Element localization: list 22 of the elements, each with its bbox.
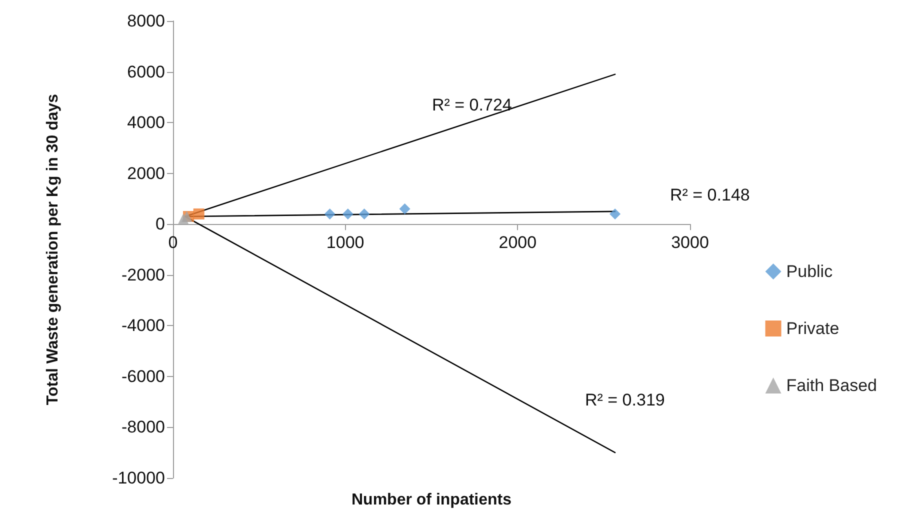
- y-tick-label: 4000: [127, 113, 165, 132]
- y-tick-label: -2000: [122, 265, 165, 284]
- y-tick-label: 0: [156, 214, 165, 234]
- annotation: R² = 0.724: [432, 96, 512, 114]
- annotation: R² = 0.319: [585, 390, 665, 410]
- y-tick-label: -6000: [122, 366, 165, 386]
- legend-label: Faith Based: [786, 376, 878, 395]
- y-tick-label: -8000: [122, 418, 165, 437]
- x-axis-title: Number of inpatients: [351, 492, 512, 508]
- y-tick-label: 8000: [127, 12, 165, 30]
- x-tick-label: 3000: [671, 233, 709, 252]
- y-tick-label: 6000: [127, 62, 165, 82]
- x-tick-label: 1000: [326, 233, 364, 252]
- legend-label: Private: [786, 319, 840, 338]
- y-tick-label: -10000: [112, 468, 165, 488]
- legend-label: Public: [786, 262, 834, 281]
- x-tick-label: 2000: [498, 233, 537, 252]
- y-tick-label: 2000: [127, 164, 165, 183]
- annotation: R² = 0.148: [670, 186, 750, 204]
- y-axis-title: Total Waste generation per Kg in 30 days: [44, 94, 62, 406]
- y-tick-label: -4000: [122, 316, 165, 336]
- x-tick-label: 0: [168, 233, 178, 252]
